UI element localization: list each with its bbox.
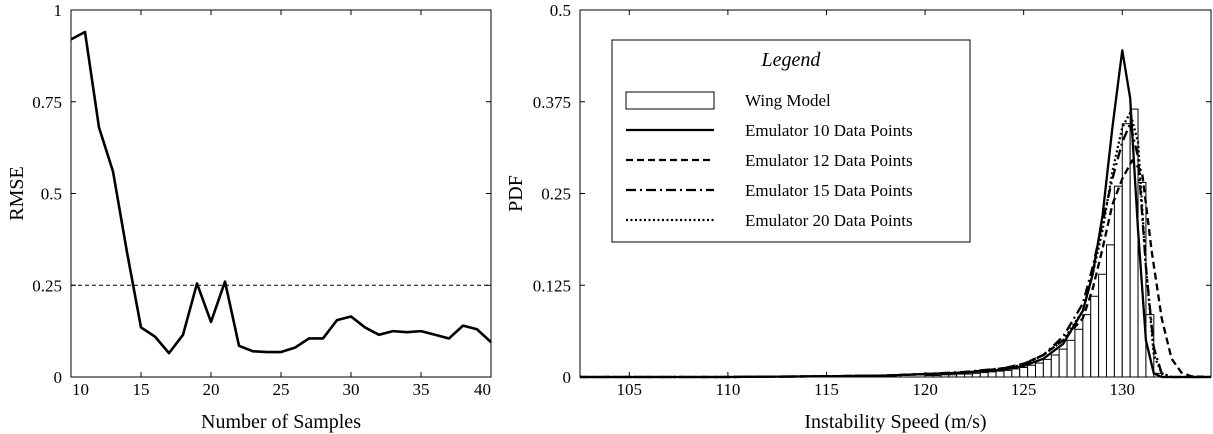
x-tick-label: 125 — [1011, 380, 1037, 399]
histogram-bar — [995, 370, 1005, 378]
legend-label: Emulator 20 Data Points — [745, 211, 913, 230]
y-tick-label: 0.75 — [32, 93, 62, 112]
histogram-bar — [1042, 358, 1052, 378]
x-tick-label: 105 — [617, 380, 643, 399]
histogram-bar — [1058, 348, 1068, 378]
rmse-chart: 10 15 20 25 30 35 40 0 0.25 0.5 0.75 1 Number of Sam… — [6, 1, 492, 433]
y-tick-label: 0.5 — [550, 1, 571, 20]
histogram-bar — [1050, 354, 1060, 378]
histogram-bar — [1121, 123, 1131, 378]
x-tick-label: 110 — [715, 380, 740, 399]
x-tick-label: 30 — [343, 380, 360, 399]
histogram-bar — [1090, 295, 1100, 378]
histogram-bar — [940, 374, 950, 378]
x-tick-label: 120 — [912, 380, 938, 399]
histogram-bar — [964, 373, 973, 378]
y-tick-label: 0.25 — [541, 185, 571, 204]
x-axis-label: Instability Speed (m/s) — [804, 411, 986, 433]
y-axis-label: RMSE — [6, 166, 28, 220]
rmse-series-line — [70, 30, 492, 355]
x-axis-label: Number of Samples — [201, 411, 361, 433]
legend-label: Emulator 15 Data Points — [745, 181, 913, 200]
legend-box — [611, 39, 971, 243]
x-tick-label: 130 — [1110, 380, 1136, 399]
plot-frame — [70, 9, 492, 378]
histogram-bar — [1082, 314, 1092, 378]
y-tick-label: 0.375 — [533, 93, 571, 112]
pdf-chart: 105 110 115 120 125 130 0 0.125 0.25 0.375 0.5 Lege… — [505, 1, 1212, 433]
y-tick-label: 0.5 — [41, 185, 62, 204]
histogram-bar — [1035, 362, 1044, 378]
histogram-bar — [924, 375, 934, 378]
histogram-bar — [1011, 368, 1021, 378]
legend-label: Emulator 12 Data Points — [745, 151, 913, 170]
legend-title: Legend — [761, 49, 822, 71]
histogram-bar — [1003, 369, 1013, 378]
y-tick-label: 0.25 — [32, 276, 62, 295]
histogram-bar — [1027, 364, 1037, 378]
x-tick-label: 115 — [814, 380, 839, 399]
histogram-bar — [979, 372, 989, 378]
histogram-bar — [1019, 366, 1029, 378]
legend-key-histogram — [625, 91, 715, 110]
emulator-20-curve — [580, 111, 1211, 379]
histogram-bar — [956, 373, 966, 378]
histogram-bar — [971, 372, 981, 378]
legend-label: Emulator 10 Data Points — [745, 121, 913, 140]
histogram-bar — [1105, 244, 1115, 378]
histogram-bar — [987, 371, 997, 378]
x-tick-label: 40 — [474, 380, 491, 399]
histogram-bar — [1113, 185, 1123, 378]
x-tick-label: 20 — [203, 380, 220, 399]
histogram-bar — [1074, 328, 1084, 378]
histogram-bar — [1066, 339, 1076, 378]
y-tick-label: 0 — [563, 368, 572, 387]
x-tick-label: 10 — [72, 380, 89, 399]
y-tick-label: 1 — [54, 1, 63, 20]
y-axis-label: PDF — [505, 175, 527, 212]
y-tick-label: 0.125 — [533, 276, 571, 295]
legend-label: Wing Model — [745, 91, 831, 110]
x-tick-label: 35 — [413, 380, 430, 399]
histogram-bar — [1098, 273, 1107, 378]
y-tick-label: 0 — [54, 368, 63, 387]
histogram-bar — [932, 375, 942, 378]
x-tick-label: 15 — [133, 380, 150, 399]
histogram-bar — [948, 374, 958, 378]
x-tick-label: 25 — [273, 380, 290, 399]
emulator-12-curve — [580, 159, 1212, 379]
